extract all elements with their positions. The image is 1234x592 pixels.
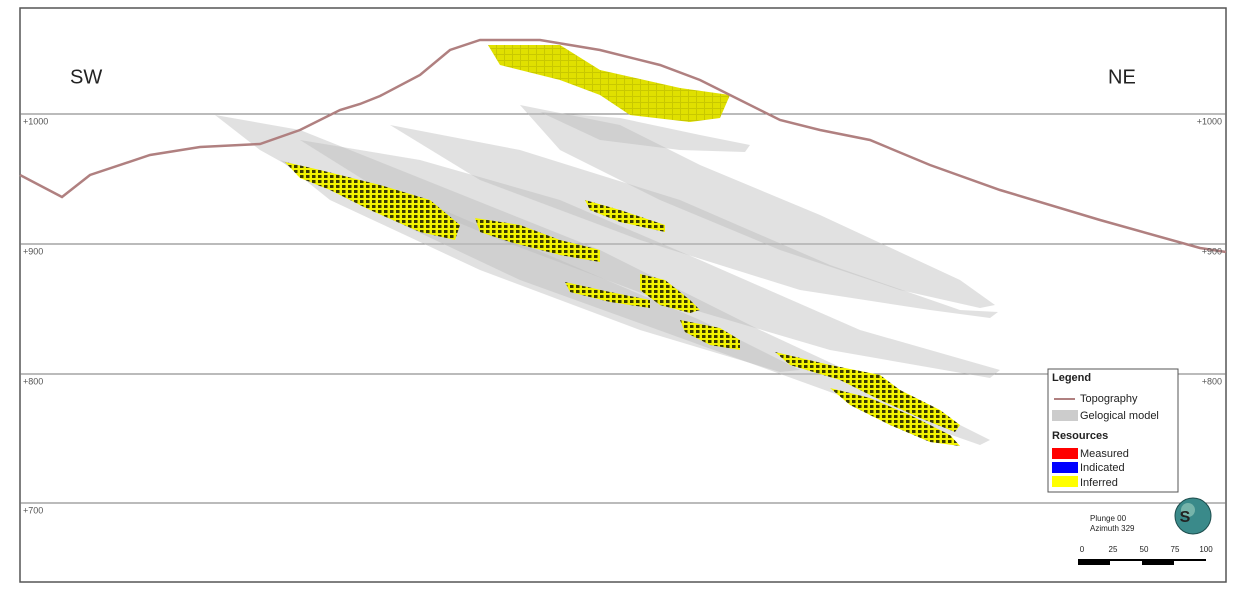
legend-item: Inferred [1080, 477, 1118, 489]
compass-label: S [1180, 509, 1191, 526]
legend: Legend Topography Gelogical model Resour… [1047, 368, 1179, 493]
scale-label: 75 [1171, 545, 1180, 554]
legend-item: Measured [1080, 448, 1129, 460]
scale-label: 100 [1199, 545, 1213, 554]
elevation-label: +700 [23, 505, 43, 515]
elevation-label: +900 [1202, 246, 1222, 256]
scale-label: 50 [1140, 545, 1149, 554]
scale-label: 25 [1109, 545, 1118, 554]
legend-item: Gelogical model [1080, 410, 1159, 422]
ore-upper [488, 45, 730, 122]
scale-bar [1078, 559, 1206, 565]
plunge: Plunge 00 [1090, 514, 1127, 523]
elevation-label: +800 [1202, 376, 1222, 386]
direction-label: SW [70, 66, 102, 88]
ore-inferred [285, 162, 960, 446]
scale-label: 0 [1080, 545, 1085, 554]
elevation-label: +1000 [23, 116, 48, 126]
legend-item: Indicated [1080, 462, 1125, 474]
legend-item: Topography [1080, 393, 1138, 405]
elevation-lines [20, 113, 1226, 504]
elevation-label: +800 [23, 376, 43, 386]
elevation-label: +1000 [1197, 116, 1222, 126]
legend-title: Legend [1052, 372, 1091, 384]
legend-subtitle: Resources [1052, 430, 1108, 442]
direction-label: NE [1108, 66, 1136, 88]
elevation-label: +900 [23, 246, 43, 256]
azimuth: Azimuth 329 [1090, 524, 1135, 533]
topography [19, 38, 1227, 254]
